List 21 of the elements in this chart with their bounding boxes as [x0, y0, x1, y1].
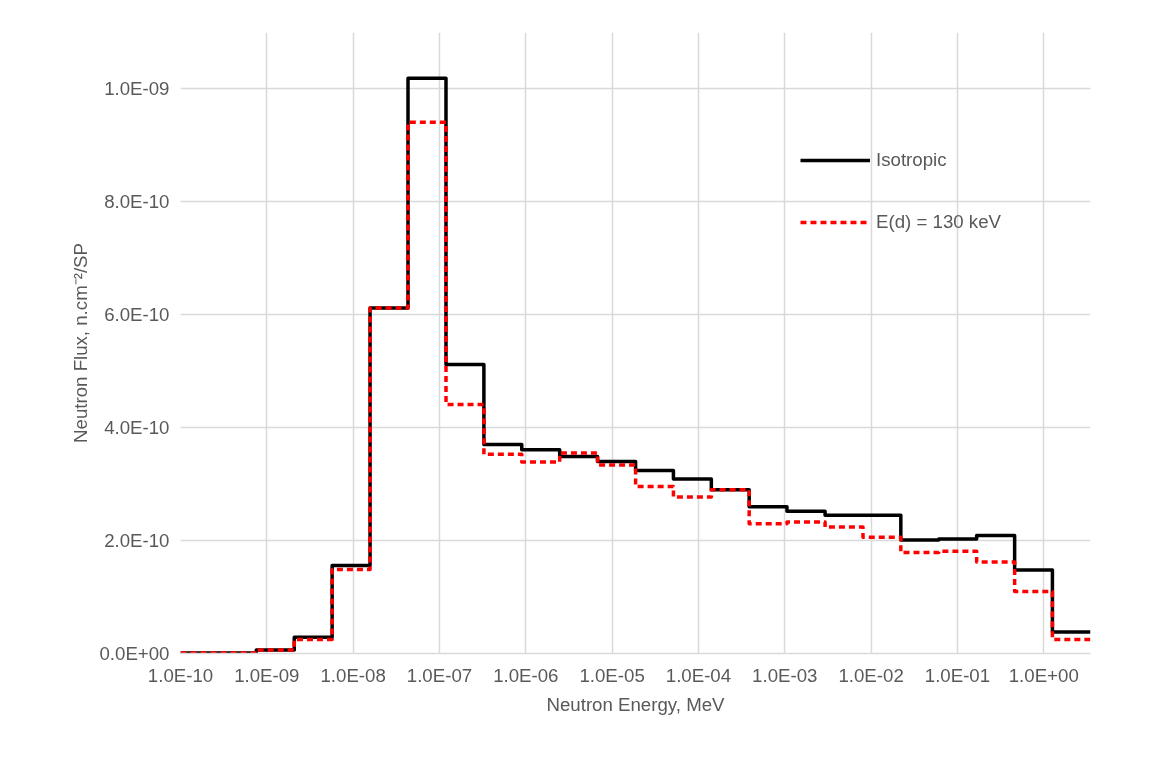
x-tick-label: 1.0E-03: [752, 664, 818, 686]
x-tick-label: 1.0E-08: [320, 664, 386, 686]
y-tick-label: 0.0E+00: [99, 643, 170, 664]
x-axis-title: Neutron Energy, MeV: [546, 693, 726, 715]
x-tick-label: 1.0E-09: [234, 664, 300, 686]
x-tick-label: 1.0E-05: [579, 664, 645, 686]
x-tick-label: 1.0E-02: [838, 664, 904, 686]
x-tick-label: 1.0E+00: [1008, 664, 1079, 686]
legend-label: Isotropic: [876, 149, 947, 171]
y-axis-title: Neutron Flux, n.cm⁻²/SP: [70, 243, 92, 443]
x-tick-label: 1.0E-01: [924, 664, 991, 686]
x-tick-label: 1.0E-10: [147, 664, 214, 686]
legend-label: E(d) = 130 keV: [876, 211, 1001, 233]
x-tick-label: 1.0E-07: [406, 664, 473, 686]
y-tick-label: 6.0E-10: [104, 304, 170, 326]
x-tick-label: 1.0E-04: [665, 664, 732, 686]
y-tick-label: 8.0E-10: [104, 191, 170, 213]
y-tick-label: 2.0E-10: [104, 530, 170, 552]
y-tick-label: 1.0E-09: [104, 78, 170, 100]
x-tick-label: 1.0E-06: [493, 664, 559, 686]
y-tick-label: 4.0E-10: [104, 417, 170, 439]
